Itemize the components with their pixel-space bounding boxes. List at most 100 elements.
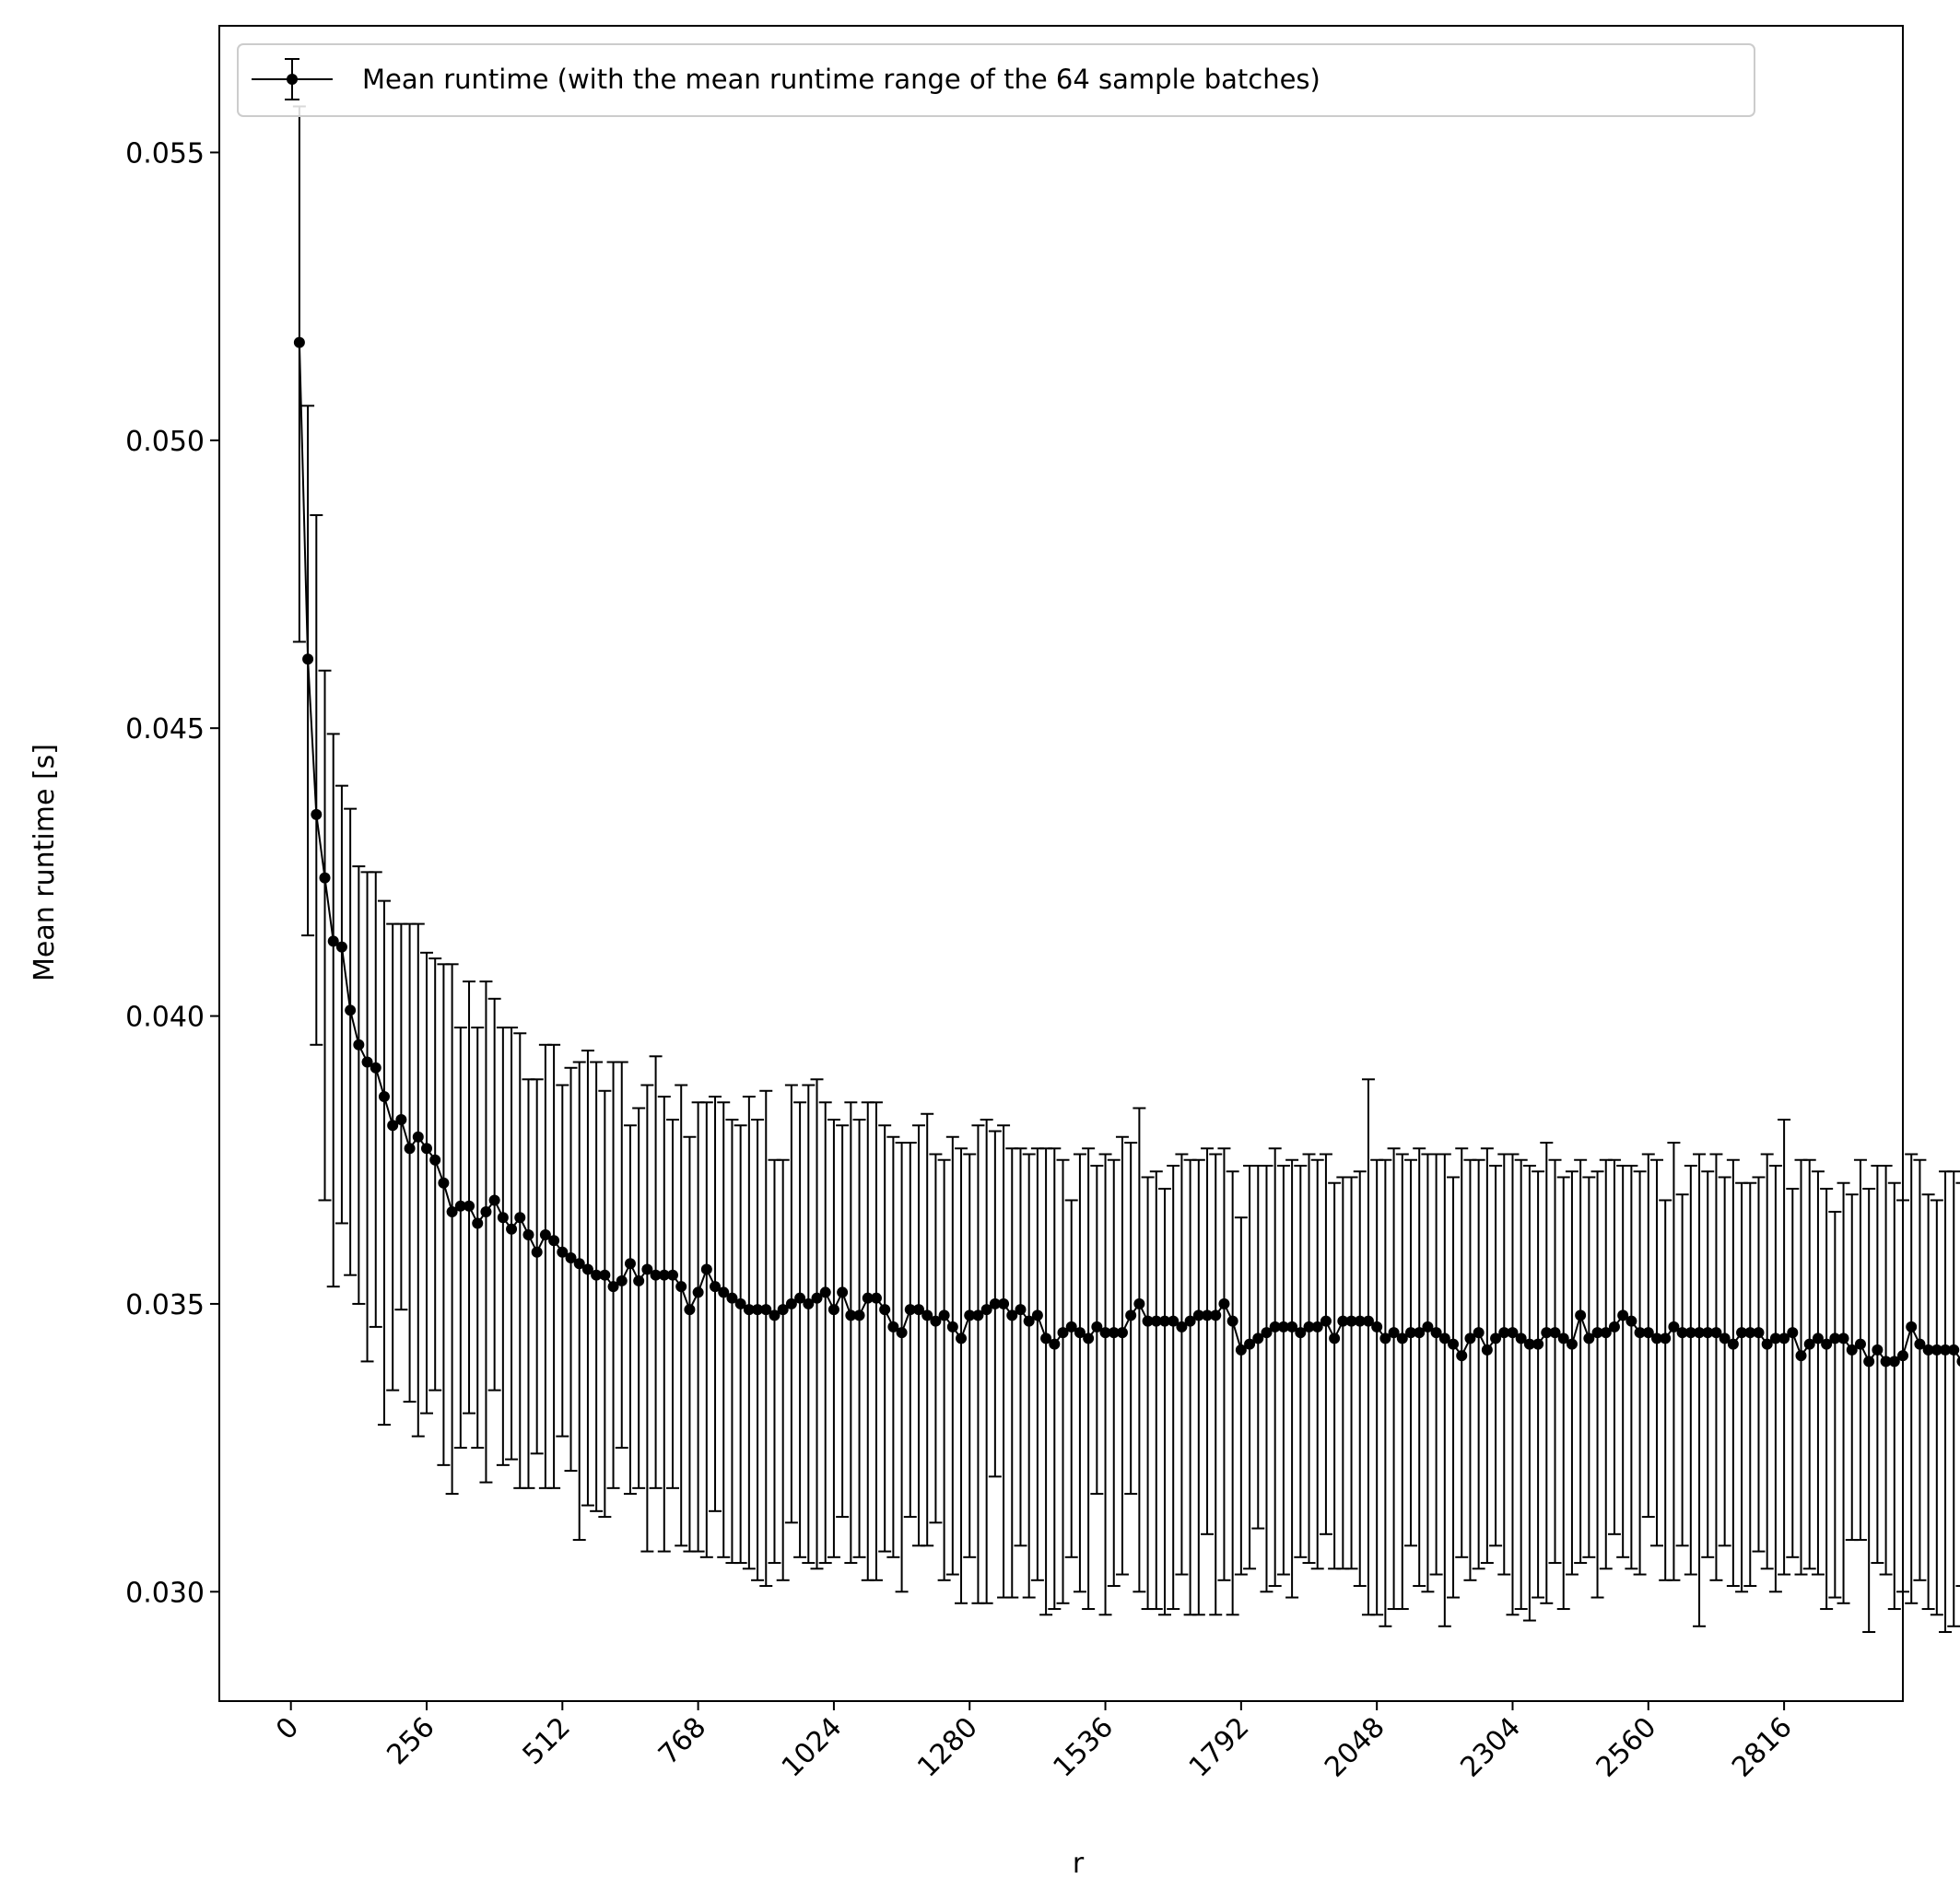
data-point [1481, 1344, 1493, 1356]
data-point [1710, 1327, 1722, 1339]
data-point [1252, 1333, 1264, 1344]
data-point [862, 1292, 874, 1304]
data-point [1049, 1338, 1061, 1350]
data-point [1821, 1338, 1833, 1350]
data-point [1566, 1338, 1578, 1350]
data-point [1125, 1309, 1137, 1321]
data-point [497, 1212, 509, 1224]
data-point [1922, 1344, 1934, 1356]
data-point [1736, 1327, 1748, 1339]
data-point [1626, 1315, 1637, 1327]
data-point [827, 1304, 839, 1316]
data-point [1099, 1327, 1111, 1339]
data-point [531, 1246, 543, 1258]
data-point [938, 1309, 950, 1321]
data-point [387, 1120, 399, 1132]
data-point [1541, 1327, 1553, 1339]
data-point [1091, 1321, 1103, 1333]
data-point [1286, 1321, 1298, 1333]
data-point [837, 1286, 849, 1298]
data-point [1388, 1327, 1400, 1339]
data-point [980, 1304, 992, 1316]
data-point [1778, 1333, 1790, 1344]
data-point [1414, 1327, 1426, 1339]
data-point [1642, 1327, 1654, 1339]
data-point [488, 1194, 500, 1206]
y-tick-label: 0.035 [125, 1289, 205, 1321]
data-point [1888, 1356, 1900, 1368]
x-tick-label: 1280 [911, 1711, 984, 1784]
data-point [1430, 1327, 1442, 1339]
data-point [438, 1177, 450, 1189]
data-point [1202, 1309, 1214, 1321]
data-point [353, 1039, 365, 1051]
data-point [1761, 1338, 1773, 1350]
data-point [803, 1297, 815, 1309]
data-point [921, 1309, 933, 1321]
data-point [1769, 1333, 1781, 1344]
data-point [1311, 1321, 1323, 1333]
data-point [1329, 1333, 1341, 1344]
data-point [1277, 1321, 1289, 1333]
data-point [1176, 1321, 1188, 1333]
x-tick-label: 1536 [1047, 1711, 1120, 1784]
data-point [311, 808, 323, 820]
data-point [293, 336, 305, 348]
data-point [1515, 1333, 1527, 1344]
data-point [1192, 1309, 1204, 1321]
data-point [581, 1263, 593, 1275]
x-tick-label: 1792 [1183, 1711, 1256, 1784]
data-point [335, 941, 347, 953]
y-tick-label: 0.045 [125, 713, 205, 746]
data-point [1083, 1333, 1095, 1344]
data-point [964, 1309, 976, 1321]
data-point [1507, 1327, 1519, 1339]
legend: Mean runtime (with the mean runtime rang… [237, 43, 1755, 117]
data-point [361, 1056, 373, 1068]
x-tick-label: 2560 [1590, 1711, 1663, 1784]
y-tick-label: 0.055 [125, 137, 205, 170]
data-point [1464, 1333, 1476, 1344]
data-point [1880, 1356, 1892, 1368]
data-point [1863, 1356, 1875, 1368]
data-point [1168, 1315, 1180, 1327]
data-point [1523, 1338, 1535, 1350]
legend-marker-sample [287, 74, 298, 85]
data-point [989, 1297, 1001, 1309]
data-point [565, 1251, 577, 1263]
x-tick-label: 512 [517, 1711, 577, 1771]
data-point [1015, 1304, 1027, 1316]
data-point [1787, 1327, 1799, 1339]
data-point [1694, 1327, 1706, 1339]
data-point [1498, 1327, 1510, 1339]
data-point [769, 1309, 780, 1321]
data-point [1150, 1315, 1162, 1327]
data-point [1295, 1327, 1307, 1339]
data-point [1660, 1333, 1672, 1344]
data-point [624, 1258, 636, 1270]
data-point [684, 1304, 696, 1316]
data-point [1650, 1333, 1662, 1344]
data-point [1490, 1333, 1502, 1344]
data-point [912, 1304, 924, 1316]
data-point [1473, 1327, 1485, 1339]
data-point [845, 1309, 857, 1321]
plot-background [219, 26, 1903, 1701]
data-point [1040, 1333, 1052, 1344]
data-point [853, 1309, 865, 1321]
data-point [1557, 1333, 1569, 1344]
data-point [1371, 1321, 1383, 1333]
data-point [1065, 1321, 1077, 1333]
data-point [1634, 1327, 1646, 1339]
data-point [1684, 1327, 1696, 1339]
legend-label: Mean runtime (with the mean runtime rang… [362, 64, 1320, 95]
data-point [1133, 1297, 1145, 1309]
data-point [1600, 1327, 1612, 1339]
data-point [378, 1091, 390, 1103]
data-point [1362, 1315, 1374, 1327]
markers [293, 336, 1960, 1368]
data-point [1956, 1356, 1960, 1367]
data-point [1948, 1344, 1960, 1356]
data-point [658, 1269, 670, 1281]
